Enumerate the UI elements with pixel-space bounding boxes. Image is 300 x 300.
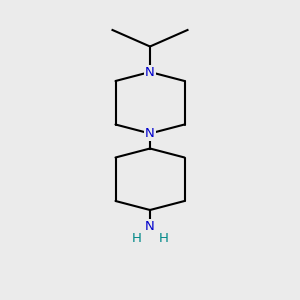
Text: N: N: [145, 127, 155, 140]
Text: H: H: [159, 232, 168, 245]
Text: N: N: [145, 65, 155, 79]
Text: H: H: [132, 232, 141, 245]
Text: N: N: [145, 220, 155, 233]
